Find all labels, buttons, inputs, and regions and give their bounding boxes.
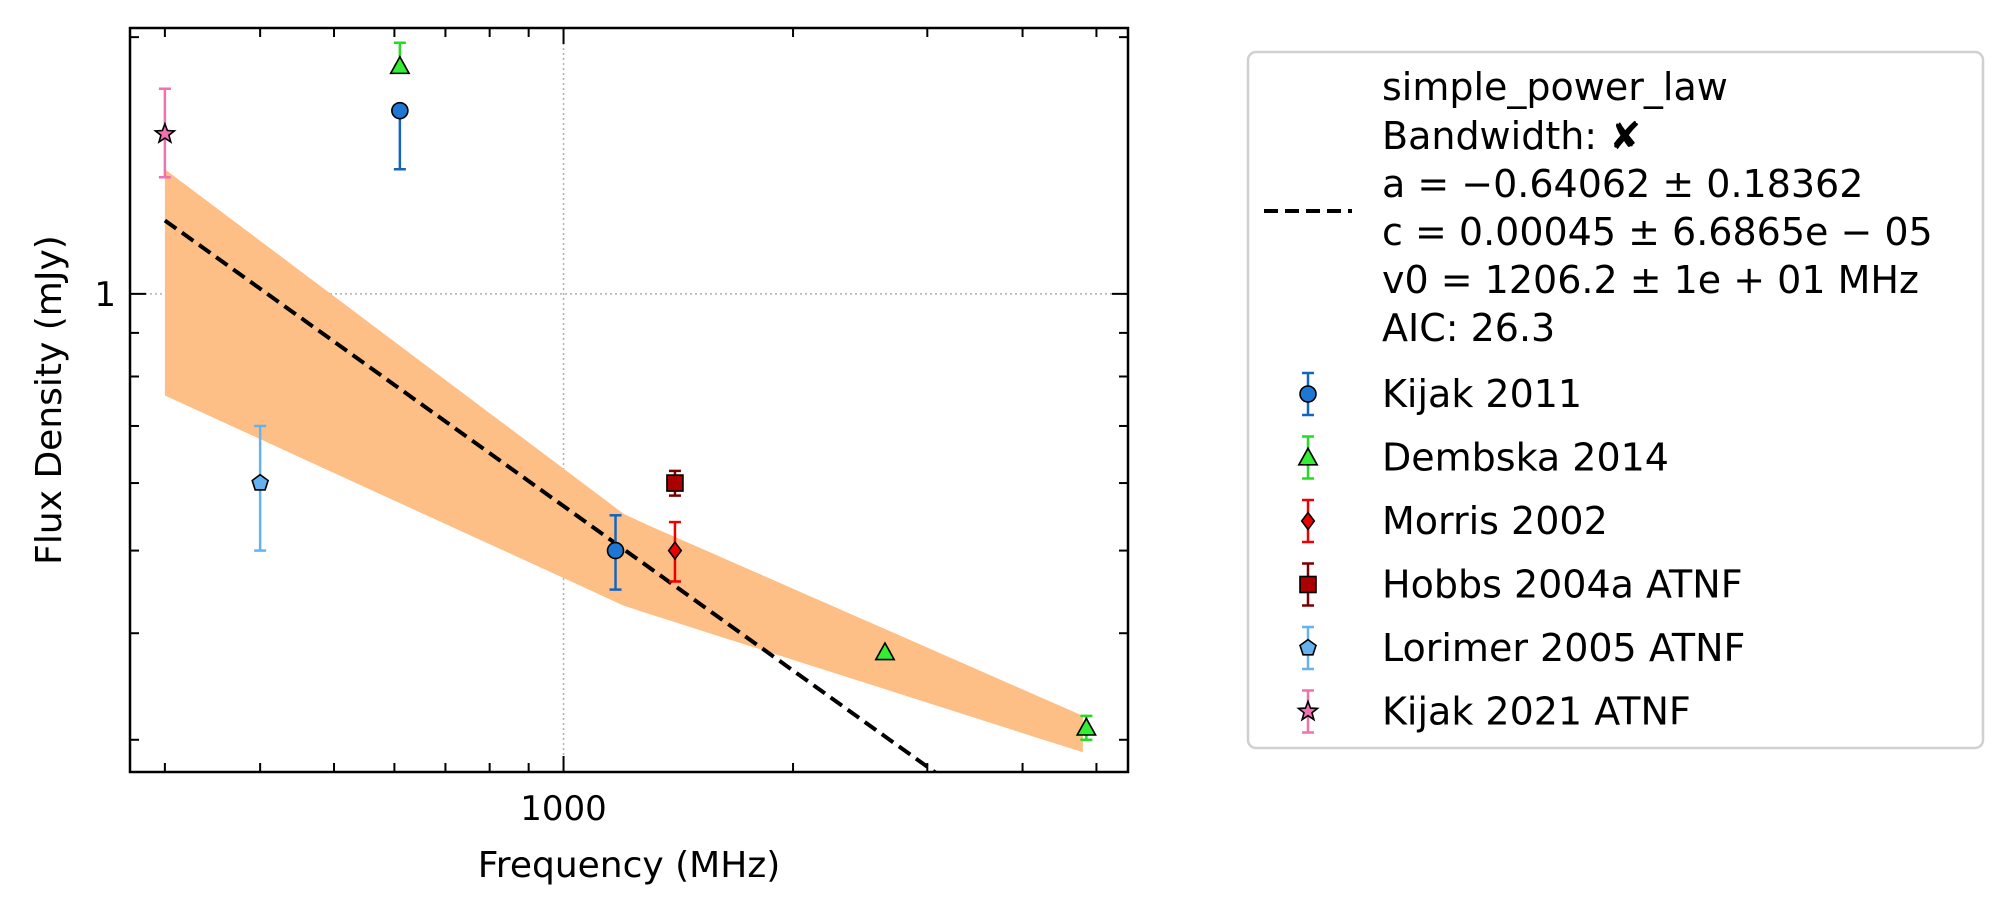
data-point-marker	[251, 473, 270, 491]
legend-marker-swatch	[1299, 638, 1317, 656]
data-point-marker	[874, 641, 896, 661]
y-tick-label: 1	[94, 275, 116, 315]
legend-fit-bandwidth-mark: ✘	[1609, 114, 1641, 158]
series-1	[389, 41, 1097, 742]
data-point-marker	[667, 540, 683, 561]
legend-entry-0: Kijak 2011	[1299, 371, 1582, 417]
legend-label: Dembska 2014	[1382, 436, 1669, 480]
legend-label: Kijak 2011	[1382, 372, 1582, 416]
legend-marker-swatch	[1300, 511, 1316, 531]
legend-fit-bandwidth: Bandwidth: ✘	[1382, 114, 1641, 158]
series-5	[153, 87, 177, 179]
data-point-marker	[606, 541, 625, 560]
data-point-marker	[389, 55, 411, 75]
legend-fit-c: c = 0.00045 ± 6.6865e − 05	[1382, 210, 1933, 254]
legend-fit-bandwidth-label: Bandwidth:	[1382, 114, 1609, 158]
legend-fit-name: simple_power_law	[1382, 65, 1728, 109]
x-tick-label: 1000	[520, 789, 607, 829]
legend-label: Kijak 2021 ATNF	[1382, 690, 1691, 734]
series-0	[391, 101, 625, 591]
data-point-marker	[1075, 716, 1097, 736]
plot-content	[153, 41, 1097, 772]
legend-fit-aic: AIC: 26.3	[1382, 306, 1555, 350]
legend-fit-v0: v0 = 1206.2 ± 1e + 01 MHz	[1382, 258, 1919, 302]
legend-entry-2: Morris 2002	[1300, 498, 1608, 544]
legend-marker-swatch	[1299, 575, 1317, 594]
axes-frame	[128, 26, 1130, 774]
legend-marker-swatch	[1299, 385, 1317, 403]
series-4	[251, 424, 270, 552]
data-point-marker	[666, 474, 684, 492]
x-axis-label: Frequency (MHz)	[478, 845, 781, 886]
data-point-marker	[153, 121, 177, 144]
legend-label: Hobbs 2004a ATNF	[1382, 563, 1743, 607]
series-2	[667, 520, 683, 583]
legend-entry-5: Kijak 2021 ATNF	[1296, 689, 1691, 734]
legend-marker-swatch	[1296, 699, 1320, 722]
legend-entry-1: Dembska 2014	[1297, 435, 1669, 480]
legend-label: Morris 2002	[1382, 499, 1608, 543]
legend-entry-4: Lorimer 2005 ATNF	[1299, 625, 1745, 671]
fit-uncertainty-band	[164, 169, 1083, 753]
y-axis-label: Flux Density (mJy)	[29, 235, 70, 565]
legend: simple_power_law Bandwidth: ✘a = −0.64062…	[1246, 50, 1985, 750]
legend-marker-swatch	[1297, 446, 1319, 466]
legend-entry-3: Hobbs 2004a ATNF	[1299, 562, 1743, 607]
series-3	[666, 469, 684, 497]
legend-fit-a: a = −0.64062 ± 0.18362	[1382, 162, 1863, 206]
legend-box	[1246, 50, 1985, 750]
legend-label: Lorimer 2005 ATNF	[1382, 626, 1745, 670]
plot-area: 1000 1 Frequency (MHz) Flux Density (mJy)	[29, 26, 1130, 886]
data-point-marker	[391, 101, 409, 120]
